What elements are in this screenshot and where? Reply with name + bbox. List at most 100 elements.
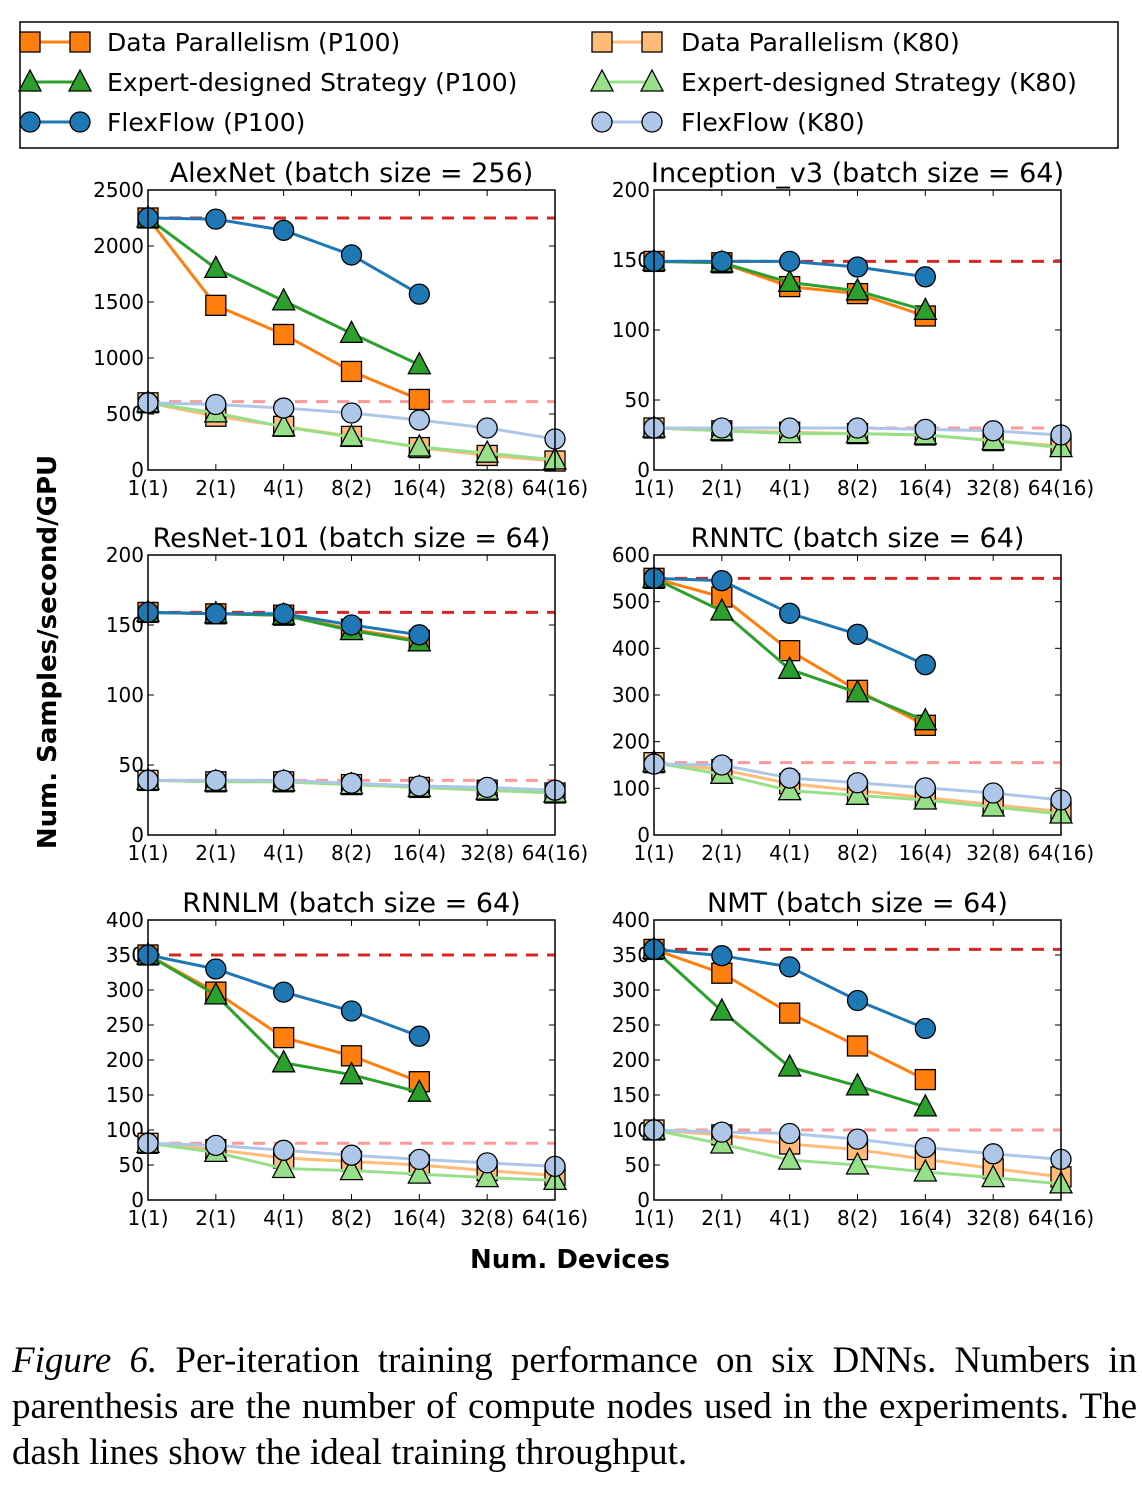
x-tick-label: 16(4)	[898, 1206, 952, 1230]
y-tick-label: 50	[625, 388, 650, 412]
data-point	[913, 296, 938, 321]
data-point	[914, 1136, 936, 1159]
y-tick-label: 400	[106, 908, 144, 932]
data-point	[476, 1152, 498, 1174]
data-point	[845, 1151, 870, 1175]
data-point	[339, 319, 364, 344]
data-point	[914, 654, 936, 676]
data-point	[846, 256, 869, 278]
data-point	[779, 417, 801, 439]
data-point	[846, 772, 869, 794]
data-point	[273, 769, 295, 792]
subplots: AlexNet (batch size = 256)05001000150020…	[93, 158, 1094, 1230]
series	[137, 601, 430, 646]
x-tick-label: 1(1)	[127, 841, 168, 865]
series	[643, 1119, 1072, 1171]
data-point	[203, 254, 228, 279]
subplot: NMT (batch size = 64)0501001502002503003…	[612, 888, 1094, 1230]
subplot: ResNet-101 (batch size = 64)050100150200…	[106, 523, 588, 865]
data-point	[914, 1017, 936, 1040]
data-point	[709, 597, 734, 621]
legend-entry: Expert-designed Strategy (P100)	[17, 68, 517, 97]
data-point	[982, 782, 1004, 804]
data-point	[408, 1025, 430, 1047]
data-point	[777, 1146, 802, 1170]
series	[137, 769, 566, 801]
y-tick-label: 2000	[93, 234, 144, 258]
subplot: AlexNet (batch size = 256)05001000150020…	[93, 158, 588, 500]
data-point	[779, 956, 801, 978]
data-point	[340, 244, 363, 266]
data-point	[845, 277, 870, 301]
x-tick-label: 4(1)	[263, 1206, 304, 1230]
series	[641, 935, 938, 1117]
legend: Data Parallelism (P100) Data Parallelism …	[17, 21, 1119, 149]
data-point	[271, 1155, 296, 1179]
data-point	[845, 679, 870, 703]
legend-marker-triangle-icon	[67, 68, 93, 92]
x-tick-label: 1(1)	[633, 1206, 674, 1230]
data-point	[846, 623, 869, 645]
data-point	[407, 1078, 432, 1102]
x-tick-label: 32(8)	[966, 841, 1020, 865]
data-point	[205, 958, 227, 980]
legend-marker-circle-icon	[641, 111, 663, 133]
data-point	[408, 775, 430, 797]
data-point	[779, 767, 801, 789]
y-tick-label: 250	[106, 1013, 144, 1037]
x-tick-label: 16(4)	[392, 1206, 446, 1230]
x-tick-label: 1(1)	[127, 1206, 168, 1230]
x-tick-label: 8(2)	[837, 1206, 878, 1230]
y-tick-label: 300	[106, 978, 144, 1002]
data-point	[846, 989, 869, 1012]
series	[643, 938, 936, 1040]
x-tick-label: 1(1)	[633, 476, 674, 500]
x-tick-label: 8(2)	[837, 476, 878, 500]
data-point	[711, 1121, 733, 1143]
x-tick-label: 8(2)	[837, 841, 878, 865]
legend-label: Expert-designed Strategy (K80)	[681, 68, 1077, 97]
data-point	[981, 1164, 1006, 1188]
data-point	[476, 776, 498, 799]
legend-label: Expert-designed Strategy (P100)	[107, 68, 517, 97]
x-tick-label: 8(2)	[331, 1206, 372, 1230]
legend-marker-square-icon	[641, 31, 663, 53]
data-point	[273, 603, 295, 625]
subplot: RNNTC (batch size = 64) 0 100 200 300 400 500 6…	[612, 523, 1094, 865]
subplot-title: Inception_v3 (batch size = 64)	[651, 158, 1064, 189]
legend-marker-square-icon	[591, 31, 613, 53]
data-point	[777, 268, 802, 293]
x-tick-label: 64(16)	[1028, 841, 1095, 865]
x-tick-label: 64(16)	[522, 1206, 589, 1230]
data-point	[339, 1157, 364, 1181]
legend-marker-square-icon	[69, 31, 91, 53]
y-tick-label: 100	[612, 776, 650, 800]
x-tick-label: 2(1)	[195, 1206, 236, 1230]
data-point	[913, 1158, 938, 1182]
y-tick-label: 200	[612, 178, 650, 202]
caption-text: Per-iteration training performance on si…	[12, 1340, 1137, 1473]
subplot: Inception_v3 (batch size = 64)0501001502…	[612, 158, 1094, 500]
x-tick-label: 1(1)	[127, 476, 168, 500]
data-point	[205, 1134, 227, 1157]
data-point	[340, 1144, 363, 1166]
plot-frame	[653, 919, 1062, 1201]
data-point	[205, 208, 227, 230]
data-point	[203, 981, 228, 1005]
data-point	[777, 777, 802, 801]
y-tick-label: 0	[131, 823, 144, 847]
y-tick-label: 200	[612, 1048, 650, 1072]
legend-marker-circle-icon	[69, 111, 91, 133]
legend-entry: FlexFlow (P100)	[19, 108, 305, 137]
data-point	[779, 250, 801, 273]
legend-entry: Data Parallelism (P100)	[19, 28, 400, 57]
legend-box	[19, 21, 1119, 149]
subplot: RNNLM (batch size = 64)05010015020025030…	[106, 888, 588, 1230]
y-tick-label: 150	[106, 1083, 144, 1107]
data-point	[340, 772, 363, 794]
data-point	[779, 1122, 801, 1145]
figure: Data Parallelism (P100) Data Parallelism …	[17, 21, 1119, 1275]
y-tick-label: 2500	[93, 178, 144, 202]
legend-label: FlexFlow (K80)	[681, 108, 865, 137]
legend-entry: FlexFlow (K80)	[591, 108, 865, 137]
